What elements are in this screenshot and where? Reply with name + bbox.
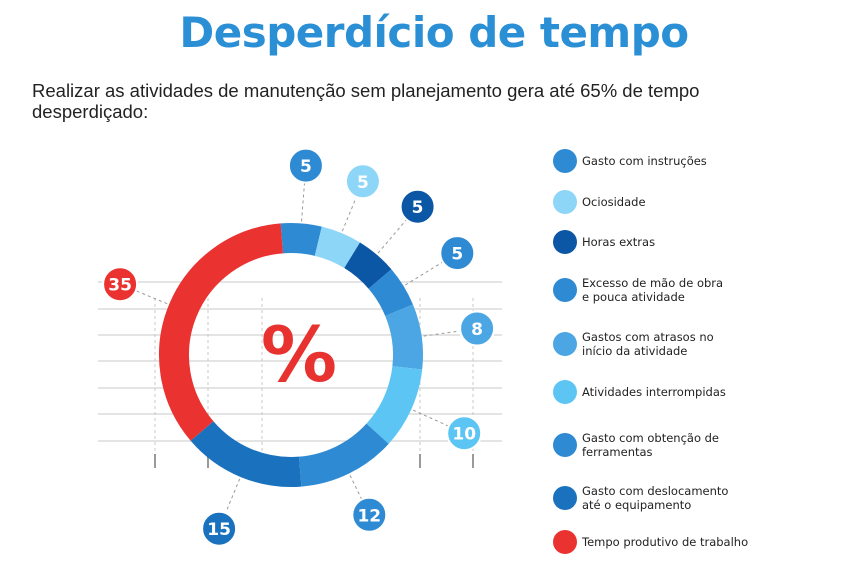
value-label: 15 <box>207 520 231 540</box>
legend-swatch <box>553 486 577 510</box>
value-badge-circle <box>344 163 381 200</box>
value-label: 5 <box>451 245 463 265</box>
donut-slice <box>343 242 392 290</box>
donut-slice <box>159 223 284 441</box>
value-label: 10 <box>452 425 476 445</box>
legend-label: Excesso de mão de obra e pouca atividade <box>582 276 724 304</box>
value-label: 5 <box>357 173 369 193</box>
value-badge: 10 <box>446 415 483 452</box>
value-badge-circle <box>446 415 483 452</box>
legend-swatch <box>553 190 577 214</box>
legend-item: Gastos com atrasos no início da atividad… <box>553 329 853 359</box>
legend-item: Ociosidade <box>553 187 853 217</box>
donut-slice <box>366 365 423 444</box>
legend-swatch <box>553 332 577 356</box>
donut-slice <box>385 304 423 370</box>
legend-item: Excesso de mão de obra e pouca atividade <box>553 275 853 305</box>
legend-item: Gasto com instruções <box>553 146 853 176</box>
donut-slice <box>314 226 360 269</box>
donut-slice <box>368 269 413 317</box>
donut-slice <box>298 423 389 487</box>
value-label: 5 <box>300 157 312 177</box>
legend-label: Gasto com deslocamento até o equipamento <box>582 484 729 512</box>
legend-label: Gasto com obtenção de ferramentas <box>582 431 720 459</box>
legend-label: Atividades interrompidas <box>582 385 726 399</box>
donut-slice <box>280 223 322 256</box>
legend-label: Gasto com instruções <box>582 154 707 168</box>
value-badge: 12 <box>351 496 388 533</box>
value-badge-circle <box>439 235 476 272</box>
value-label: 12 <box>357 506 381 526</box>
value-label: 35 <box>108 276 132 296</box>
background-grid <box>98 281 502 468</box>
value-badge-circle <box>399 188 436 225</box>
legend-label: Gastos com atrasos no início da atividad… <box>582 330 714 358</box>
subtitle: Realizar as atividades de manutenção sem… <box>32 80 700 122</box>
legend-item: Horas extras <box>553 227 853 257</box>
value-badge-circle <box>459 310 496 347</box>
value-badges: 5 5 5 5 8 10 12 15 35 <box>102 147 496 547</box>
legend-swatch <box>553 380 577 404</box>
legend-swatch <box>553 530 577 554</box>
value-label: 8 <box>471 320 483 340</box>
value-badge: 8 <box>459 310 496 347</box>
legend-item: Gasto com deslocamento até o equipamento <box>553 483 853 513</box>
value-label: 5 <box>412 198 424 218</box>
value-badge: 5 <box>287 147 324 184</box>
page-title: Desperdício de tempo <box>179 8 689 57</box>
legend-swatch <box>553 230 577 254</box>
value-badge: 5 <box>344 163 381 200</box>
legend-swatch <box>553 433 577 457</box>
value-badge: 5 <box>439 235 476 272</box>
donut-slices <box>159 223 423 487</box>
value-badge: 15 <box>201 510 238 547</box>
value-badge-circle <box>351 496 388 533</box>
legend-label: Ociosidade <box>582 195 646 209</box>
legend-swatch <box>553 149 577 173</box>
legend-item: Atividades interrompidas <box>553 377 853 407</box>
legend-label: Tempo produtivo de trabalho <box>582 535 749 549</box>
value-badge-circle <box>287 147 324 184</box>
donut-slice <box>190 420 302 487</box>
legend-item: Gasto com obtenção de ferramentas <box>553 430 853 460</box>
legend-item: Tempo produtivo de trabalho <box>553 527 853 557</box>
value-badge-circle <box>102 266 139 303</box>
legend-label: Horas extras <box>582 235 656 249</box>
value-badge-circle <box>201 510 238 547</box>
value-badge: 35 <box>102 266 139 303</box>
center-percent-symbol: % <box>261 310 337 399</box>
legend-swatch <box>553 278 577 302</box>
value-badge: 5 <box>399 188 436 225</box>
